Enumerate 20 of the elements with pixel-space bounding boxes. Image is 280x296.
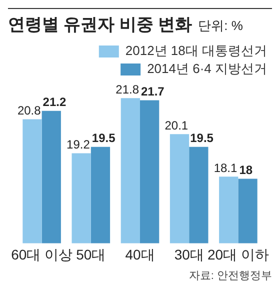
x-tick-label: 20대 이하 xyxy=(207,246,269,262)
data-label: 19.5 xyxy=(190,131,214,146)
legend-label: 2014년 6·4 지방선거 xyxy=(147,61,268,76)
data-label: 20.8 xyxy=(17,104,42,118)
data-label: 19.5 xyxy=(92,131,116,146)
data-label: 20.1 xyxy=(164,118,188,132)
data-label: 21.8 xyxy=(116,82,140,96)
data-label: 18 xyxy=(239,163,253,178)
chart-subtitle: 단위: % xyxy=(198,17,243,35)
data-label: 21.2 xyxy=(42,95,66,110)
data-label: 18.1 xyxy=(214,160,238,175)
x-tick-label: 60대 이상 xyxy=(11,246,73,262)
chart-title: 연령별 유권자 비중 변화 xyxy=(8,14,192,36)
legend-label: 2012년 18대 대통령선거 xyxy=(125,43,268,58)
annotation: 자료: 안전행정부 xyxy=(188,269,272,283)
x-tick-label: 40대 xyxy=(125,246,155,262)
data-label: 19.2 xyxy=(66,138,90,152)
data-label: 21.7 xyxy=(141,84,165,99)
x-tick-label: 50대 xyxy=(76,246,106,262)
x-tick-label: 30대 xyxy=(174,246,204,262)
